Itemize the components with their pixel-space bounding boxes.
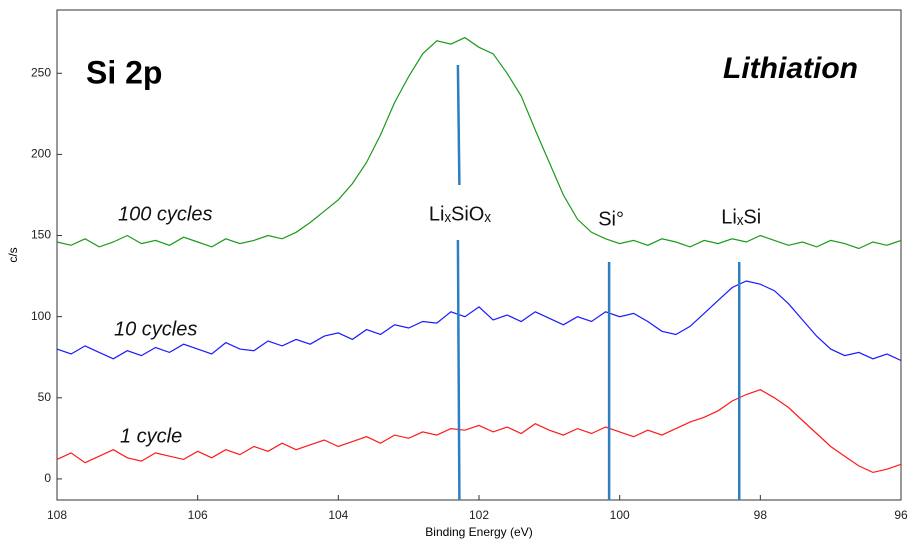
x-tick-label: 108 [47,508,67,522]
y-tick-label: 100 [31,309,51,323]
series-label: 100 cycles [118,203,213,225]
x-tick-label: 98 [754,508,768,522]
y-axis-label: c/s [6,247,20,262]
series-line [56,280,902,362]
x-axis-label: Binding Energy (eV) [425,525,532,539]
x-tick-label: 100 [610,508,630,522]
y-tick-label: 0 [44,471,51,485]
x-tick-label: 96 [894,508,908,522]
peak-marker [456,64,461,186]
chart-subtitle: Lithiation [723,52,858,85]
y-tick-label: 50 [38,390,52,404]
peak-label: LiₓSiOₓ [429,203,491,225]
peak-label: LiₓSi [721,206,761,228]
peak-label: Si° [598,208,624,230]
x-tick-label: 106 [188,508,208,522]
series-line [56,389,902,474]
x-tick-label: 104 [328,508,348,522]
series-label: 10 cycles [114,318,197,340]
x-tick-label: 102 [469,508,489,522]
series-label: 1 cycle [120,425,182,447]
series-line [56,36,902,250]
peak-marker [456,239,461,501]
y-tick-label: 150 [31,228,51,242]
y-tick-label: 250 [31,65,51,79]
chart-title: Si 2p [86,54,162,90]
y-tick-label: 200 [31,147,51,161]
